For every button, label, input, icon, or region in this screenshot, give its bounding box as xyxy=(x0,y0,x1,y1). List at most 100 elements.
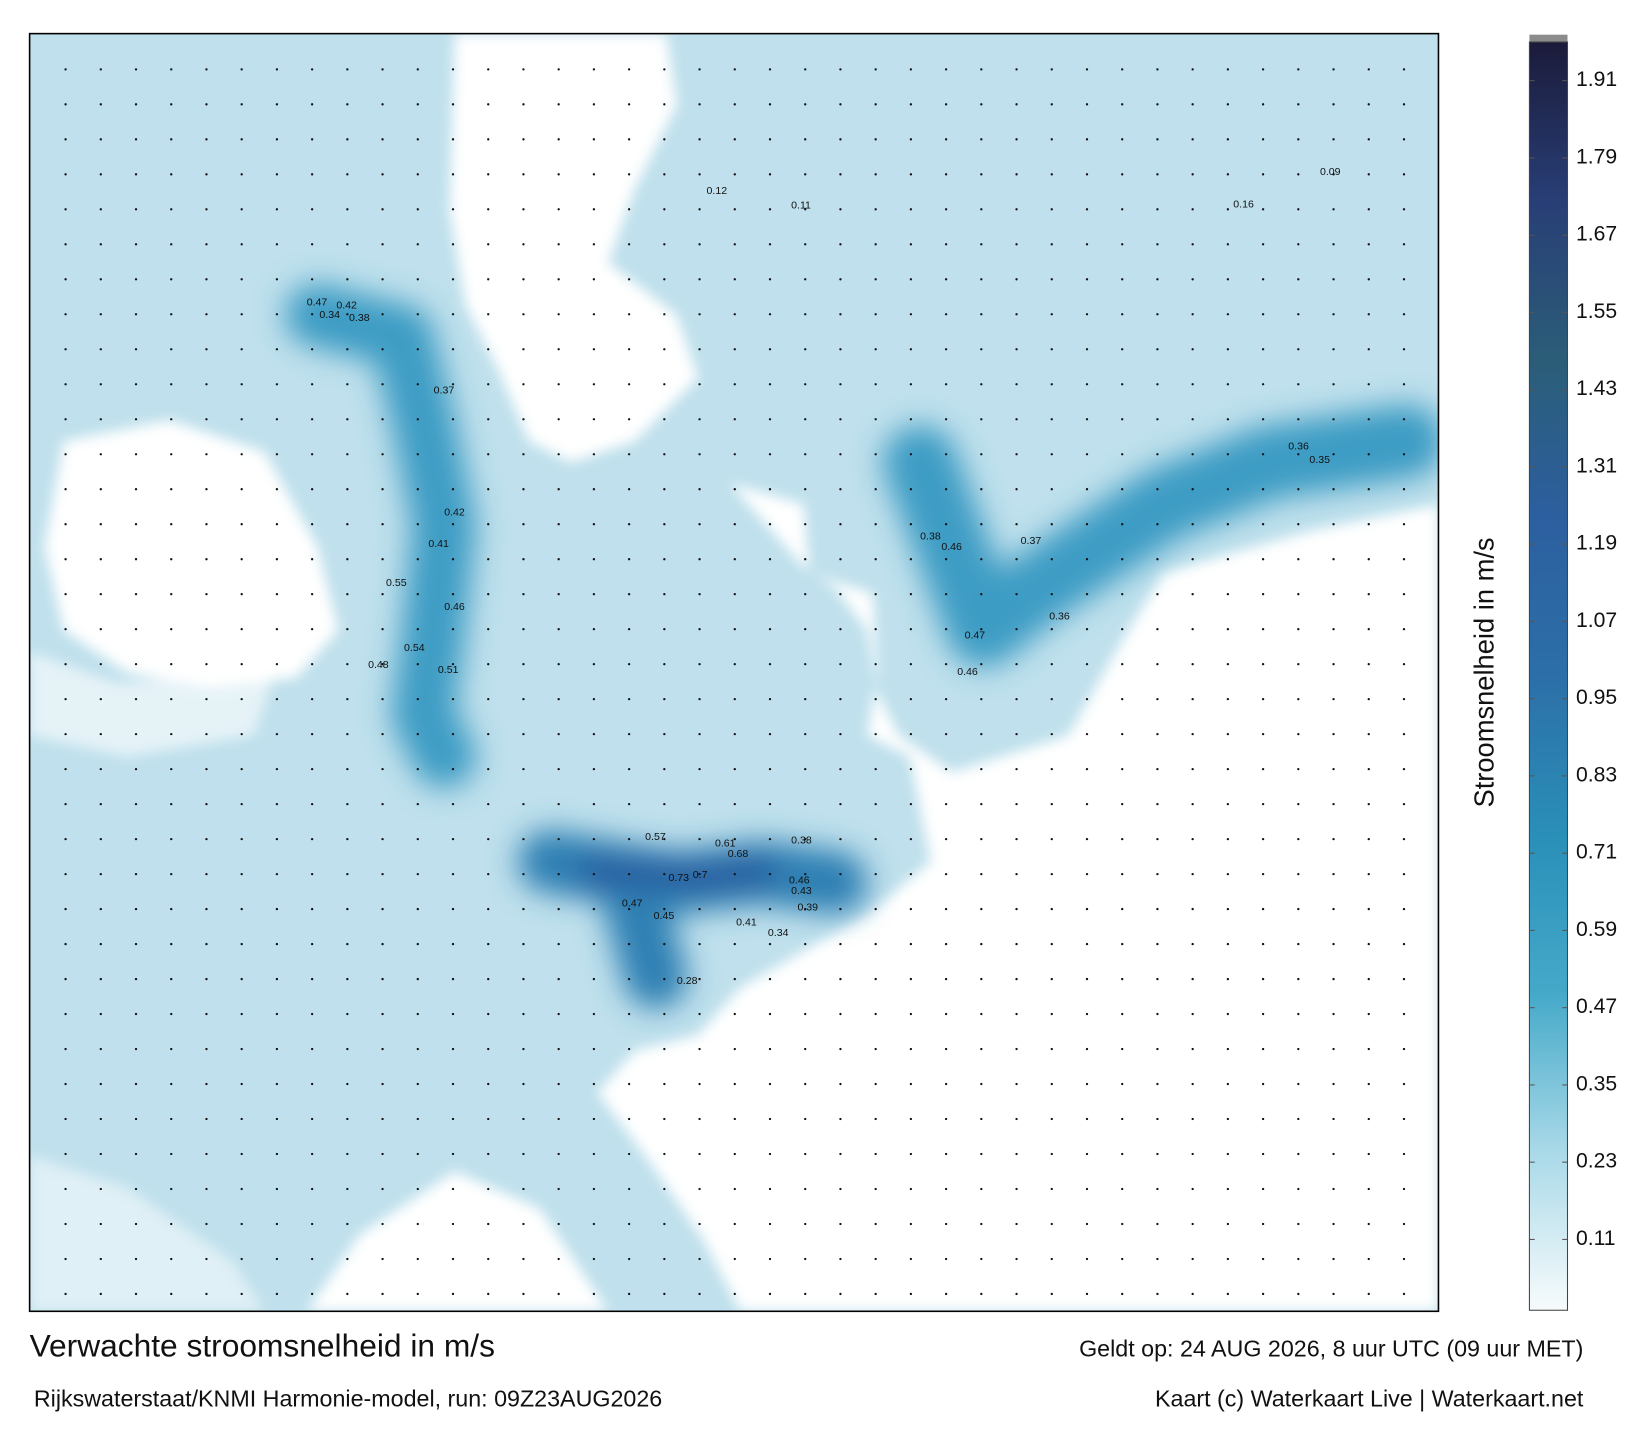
grid-dot xyxy=(1050,523,1053,526)
grid-dot xyxy=(1015,663,1018,666)
grid-dot xyxy=(310,1047,314,1051)
grid-dot xyxy=(487,697,490,701)
grid-dot xyxy=(416,767,419,771)
grid-dot xyxy=(733,1082,736,1086)
grid-dot xyxy=(522,523,525,526)
grid-dot xyxy=(874,1117,877,1121)
grid-dot xyxy=(944,697,948,701)
grid-dot xyxy=(240,697,243,701)
speed-label: 0.57 xyxy=(645,831,666,843)
grid-dot xyxy=(99,103,102,106)
grid-dot xyxy=(909,1152,913,1156)
grid-dot xyxy=(1332,663,1335,666)
grid-dot xyxy=(416,1222,419,1226)
grid-dot xyxy=(205,767,208,771)
grid-dot xyxy=(451,1117,455,1121)
grid-dot xyxy=(64,243,67,246)
grid-dot xyxy=(1297,103,1300,106)
title: Verwachte stroomsnelheid in m/s xyxy=(30,1328,495,1364)
grid-dot xyxy=(1332,732,1335,736)
grid-dot xyxy=(663,732,666,736)
grid-dot xyxy=(839,103,842,106)
grid-dot xyxy=(240,1012,243,1016)
grid-dot xyxy=(804,697,807,701)
grid-dot xyxy=(310,1257,314,1261)
grid-dot xyxy=(592,383,596,386)
grid-dot xyxy=(522,1152,525,1156)
colorbar-tick-label: 0.47 xyxy=(1576,995,1617,1018)
grid-dot xyxy=(487,837,490,841)
grid-dot xyxy=(663,488,666,491)
grid-dot xyxy=(205,453,208,456)
grid-dot xyxy=(310,138,314,141)
grid-dot xyxy=(1156,313,1159,316)
grid-dot xyxy=(1050,1012,1053,1016)
grid-dot xyxy=(839,418,842,421)
grid-dot xyxy=(416,663,419,666)
grid-dot xyxy=(1402,1152,1406,1156)
grid-dot xyxy=(275,68,279,71)
grid-dot xyxy=(416,732,419,736)
map-frame xyxy=(28,32,1440,1313)
grid-dot xyxy=(416,872,419,876)
grid-dot xyxy=(592,1082,596,1086)
grid-dot xyxy=(487,628,490,631)
grid-dot xyxy=(627,1257,631,1261)
grid-dot xyxy=(346,663,349,666)
grid-dot xyxy=(522,697,525,701)
grid-dot xyxy=(1402,1047,1406,1051)
grid-dot xyxy=(522,977,525,981)
grid-dot xyxy=(1050,1117,1053,1121)
grid-dot xyxy=(170,942,173,946)
grid-dot xyxy=(804,802,807,806)
grid-dot xyxy=(839,697,842,701)
grid-dot xyxy=(275,872,279,876)
grid-dot xyxy=(1332,103,1335,106)
grid-dot xyxy=(1402,1117,1406,1121)
grid-dot xyxy=(346,558,349,561)
grid-dot xyxy=(381,383,384,386)
grid-dot xyxy=(1156,383,1159,386)
grid-dot xyxy=(1156,208,1159,211)
grid-dot xyxy=(1332,1222,1335,1226)
grid-dot xyxy=(310,173,314,176)
grid-dot xyxy=(1085,453,1089,456)
grid-dot xyxy=(1226,1047,1230,1051)
grid-dot xyxy=(663,942,666,946)
grid-dot xyxy=(768,1082,772,1086)
grid-dot xyxy=(1226,732,1230,736)
grid-dot xyxy=(592,767,596,771)
grid-dot xyxy=(768,802,772,806)
grid-dot xyxy=(980,208,983,211)
grid-dot xyxy=(768,697,772,701)
grid-dot xyxy=(346,837,349,841)
grid-dot xyxy=(134,767,138,771)
grid-dot xyxy=(698,1082,701,1086)
grid-dot xyxy=(698,243,701,246)
grid-dot xyxy=(1050,697,1053,701)
grid-dot xyxy=(1015,1047,1018,1051)
grid-dot xyxy=(170,1082,173,1086)
grid-dot xyxy=(874,243,877,246)
grid-dot xyxy=(1015,1292,1018,1296)
grid-dot xyxy=(451,453,455,456)
grid-dot xyxy=(1332,837,1335,841)
grid-dot xyxy=(275,208,279,211)
grid-dot xyxy=(839,558,842,561)
grid-dot xyxy=(698,977,701,981)
grid-dot xyxy=(451,767,455,771)
grid-dot xyxy=(1156,593,1159,596)
grid-dot xyxy=(1332,907,1335,911)
grid-dot xyxy=(839,802,842,806)
grid-dot xyxy=(522,1117,525,1121)
grid-dot xyxy=(733,453,736,456)
grid-dot xyxy=(346,383,349,386)
grid-dot xyxy=(522,488,525,491)
grid-dot xyxy=(557,173,560,176)
grid-dot xyxy=(310,1082,314,1086)
grid-dot xyxy=(99,872,102,876)
grid-dot xyxy=(1226,1222,1230,1226)
grid-dot xyxy=(944,1012,948,1016)
grid-dot xyxy=(1121,1187,1124,1191)
grid-dot xyxy=(487,138,490,141)
